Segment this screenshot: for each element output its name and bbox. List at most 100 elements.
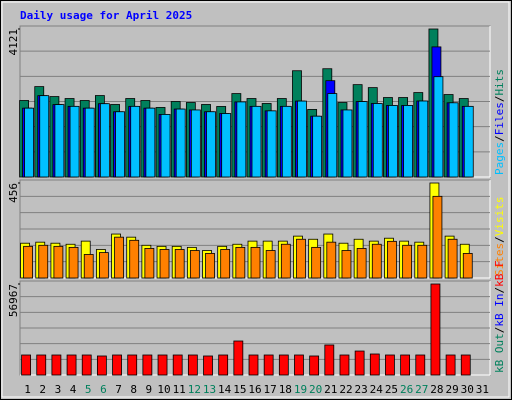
bar <box>220 249 231 279</box>
bar <box>83 254 94 279</box>
bar <box>415 354 426 376</box>
bar <box>327 93 338 178</box>
bar <box>266 110 277 178</box>
bar <box>175 108 186 178</box>
bar <box>369 353 380 376</box>
x-tick-label: 11 <box>173 383 186 396</box>
x-tick-label: 23 <box>355 383 368 396</box>
bar <box>66 354 77 376</box>
bar <box>265 250 276 279</box>
bar <box>278 354 289 376</box>
x-tick-label: 19 <box>294 383 307 396</box>
bar <box>447 238 458 279</box>
legend-entry: Files <box>493 102 506 135</box>
legend-entry: Visits <box>493 197 506 237</box>
bar <box>354 350 365 376</box>
legend-separator: / <box>493 287 506 294</box>
x-tick-label: 20 <box>309 383 322 396</box>
bar <box>297 100 307 178</box>
x-tick-label: 10 <box>157 383 170 396</box>
x-tick-label: 9 <box>146 383 153 396</box>
x-tick-label: 21 <box>324 383 337 396</box>
bar <box>23 245 33 279</box>
x-tick-label: 26 <box>400 383 413 396</box>
chart-title: Daily usage for April 2025 <box>20 9 192 22</box>
bar <box>356 248 367 279</box>
x-tick-label: 5 <box>85 383 92 396</box>
bar <box>69 105 80 178</box>
legend: Sites/Visits <box>493 197 506 277</box>
bar <box>402 244 413 279</box>
bar <box>160 114 171 178</box>
legend-separator: / <box>493 327 506 334</box>
bar <box>296 238 306 279</box>
legend-separator: / <box>493 236 506 243</box>
bar <box>99 103 110 178</box>
bar <box>342 109 353 178</box>
legend-entry: Pages <box>493 142 506 175</box>
legend-entry: Sites <box>493 243 506 276</box>
x-tick-label: 30 <box>461 383 474 396</box>
y-tick-label: 56967 <box>7 284 20 317</box>
x-tick-label: 29 <box>445 383 458 396</box>
bar <box>371 243 382 279</box>
bar <box>311 246 322 279</box>
bar <box>157 354 168 376</box>
bar <box>187 354 198 376</box>
bar <box>190 109 201 178</box>
bar <box>142 354 153 376</box>
bar <box>403 105 414 178</box>
bar <box>51 354 62 376</box>
bar <box>21 354 31 376</box>
bar <box>174 249 185 279</box>
legend: Pages/Files/Hits <box>493 69 506 175</box>
bar <box>206 111 216 178</box>
bar <box>357 101 368 178</box>
legend-entry: kB F <box>493 260 506 287</box>
bar <box>127 354 138 376</box>
bar <box>248 354 259 376</box>
x-tick-label: 6 <box>100 383 107 396</box>
bar <box>38 244 49 279</box>
bar <box>430 283 441 376</box>
x-tick-label: 16 <box>248 383 261 396</box>
x-tick-label: 15 <box>233 383 246 396</box>
bar <box>145 107 156 178</box>
bar <box>251 105 262 178</box>
bar <box>112 354 122 376</box>
bar <box>326 241 337 279</box>
bar <box>462 253 473 279</box>
bar <box>387 240 397 279</box>
x-tick-label: 4 <box>70 383 77 396</box>
bar <box>98 252 109 279</box>
bar <box>432 195 443 279</box>
bar <box>309 355 320 376</box>
bar <box>263 354 274 376</box>
bar <box>203 355 213 376</box>
legend-entry: kB In <box>493 294 506 327</box>
bar <box>341 250 352 279</box>
bar <box>68 246 79 279</box>
bar <box>417 244 428 279</box>
x-tick-label: 24 <box>370 383 384 396</box>
x-tick-label: 28 <box>430 383 443 396</box>
legend-entry: Hits <box>493 69 506 96</box>
bar <box>445 354 456 376</box>
x-tick-label: 22 <box>339 383 352 396</box>
bar <box>294 354 304 376</box>
bar <box>81 354 92 376</box>
x-tick-label: 18 <box>279 383 292 396</box>
bar <box>372 103 383 178</box>
bar <box>236 101 247 178</box>
x-tick-label: 25 <box>385 383 398 396</box>
bar <box>324 344 335 376</box>
x-tick-label: 7 <box>115 383 122 396</box>
bar <box>221 113 232 178</box>
x-tick-label: 1 <box>24 383 31 396</box>
bar <box>189 250 200 279</box>
bar <box>460 354 471 376</box>
x-tick-label: 12 <box>188 383 201 396</box>
bar <box>159 249 170 279</box>
x-tick-label: 17 <box>264 383 277 396</box>
